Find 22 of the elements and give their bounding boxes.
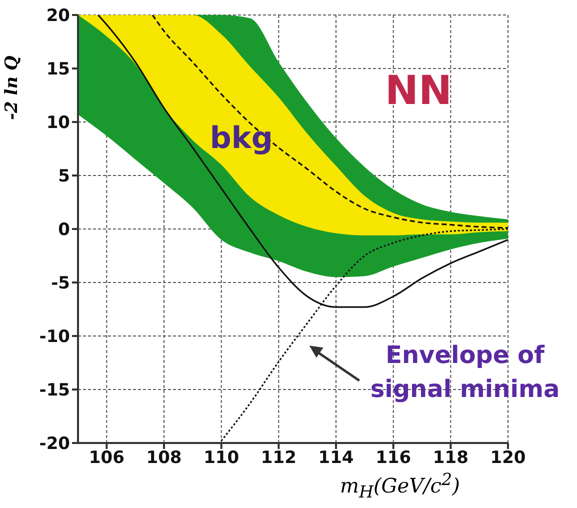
- y-tick-label: -10: [39, 327, 70, 348]
- y-tick-label: 10: [46, 113, 70, 134]
- y-tick-label: 0: [58, 220, 70, 240]
- x-tick-label: 116: [376, 448, 412, 468]
- y-tick-label: 20: [46, 6, 70, 26]
- x-tick-label: 112: [260, 448, 296, 468]
- x-tick-label: 118: [432, 448, 468, 468]
- x-tick-label: 114: [318, 448, 354, 468]
- y-tick-label: -20: [39, 434, 70, 454]
- x-tick-label: 110: [204, 448, 240, 468]
- annotation: Envelope of signal minima: [369, 340, 561, 405]
- y-axis-title: -2 ln Q: [2, 54, 22, 120]
- x-tick-label: 108: [146, 448, 182, 468]
- y-tick-label: -5: [51, 274, 70, 294]
- annotation: NN: [385, 68, 452, 114]
- y-tick-label: 5: [58, 166, 70, 187]
- annotation: bkg: [210, 121, 273, 156]
- y-tick-label: -15: [39, 380, 70, 401]
- y-tick-label: 15: [46, 60, 70, 80]
- x-tick-label: 120: [490, 448, 526, 468]
- x-axis-title: m$_{H}$(GeV/c$^{2}$): [340, 470, 460, 502]
- x-tick-label: 106: [88, 448, 124, 468]
